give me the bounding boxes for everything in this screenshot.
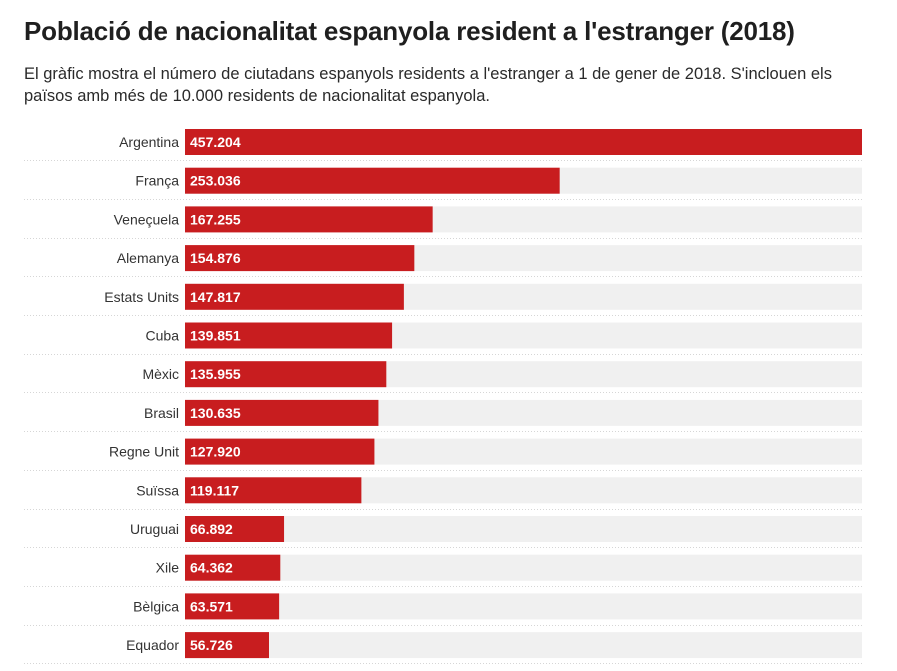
category-label: Bèlgica (133, 598, 179, 614)
value-label: 66.892 (190, 521, 233, 537)
bar[interactable] (185, 206, 433, 233)
category-label: Regne Unit (109, 444, 179, 460)
bar[interactable] (185, 129, 862, 155)
value-label: 135.955 (190, 366, 241, 382)
value-label: 457.204 (190, 134, 241, 150)
value-label: 147.817 (190, 289, 241, 305)
value-label: 253.036 (190, 173, 241, 189)
value-label: 127.920 (190, 444, 241, 460)
category-label: Alemanya (117, 250, 179, 266)
bar[interactable] (185, 245, 415, 272)
chart-subtitle: El gràfic mostra el número de ciutadans … (24, 65, 832, 105)
bar[interactable] (185, 167, 560, 194)
bar[interactable] (185, 361, 387, 388)
bar[interactable] (185, 322, 393, 349)
bar-track (185, 516, 862, 542)
bar[interactable] (185, 399, 379, 426)
category-label: Estats Units (104, 289, 179, 305)
category-label: Brasil (144, 405, 179, 421)
category-label: Cuba (146, 328, 180, 344)
category-label: Uruguai (130, 521, 179, 537)
value-label: 130.635 (190, 405, 241, 421)
bar-track (185, 632, 862, 659)
bar[interactable] (185, 593, 280, 620)
category-label: França (135, 173, 179, 189)
category-label: Argentina (119, 134, 179, 150)
bar-track (185, 554, 862, 581)
value-label: 167.255 (190, 211, 241, 227)
category-label: Mèxic (142, 366, 179, 382)
category-label: Veneçuela (114, 211, 180, 227)
value-label: 154.876 (190, 250, 241, 266)
bar-track (185, 593, 862, 620)
bar[interactable] (185, 516, 285, 542)
category-label: Xile (156, 560, 180, 576)
category-label: Suïssa (136, 482, 179, 498)
value-label: 119.117 (190, 482, 239, 498)
category-label: Equador (126, 637, 179, 653)
bar[interactable] (185, 632, 269, 659)
bar[interactable] (185, 477, 362, 504)
value-label: 56.726 (190, 637, 233, 653)
value-label: 63.571 (190, 598, 233, 614)
bar[interactable] (185, 438, 375, 465)
value-label: 139.851 (190, 328, 241, 344)
bar[interactable] (185, 283, 404, 310)
bar[interactable] (185, 554, 281, 581)
chart-title: Població de nacionalitat espanyola resid… (24, 16, 795, 46)
value-label: 64.362 (190, 560, 233, 576)
